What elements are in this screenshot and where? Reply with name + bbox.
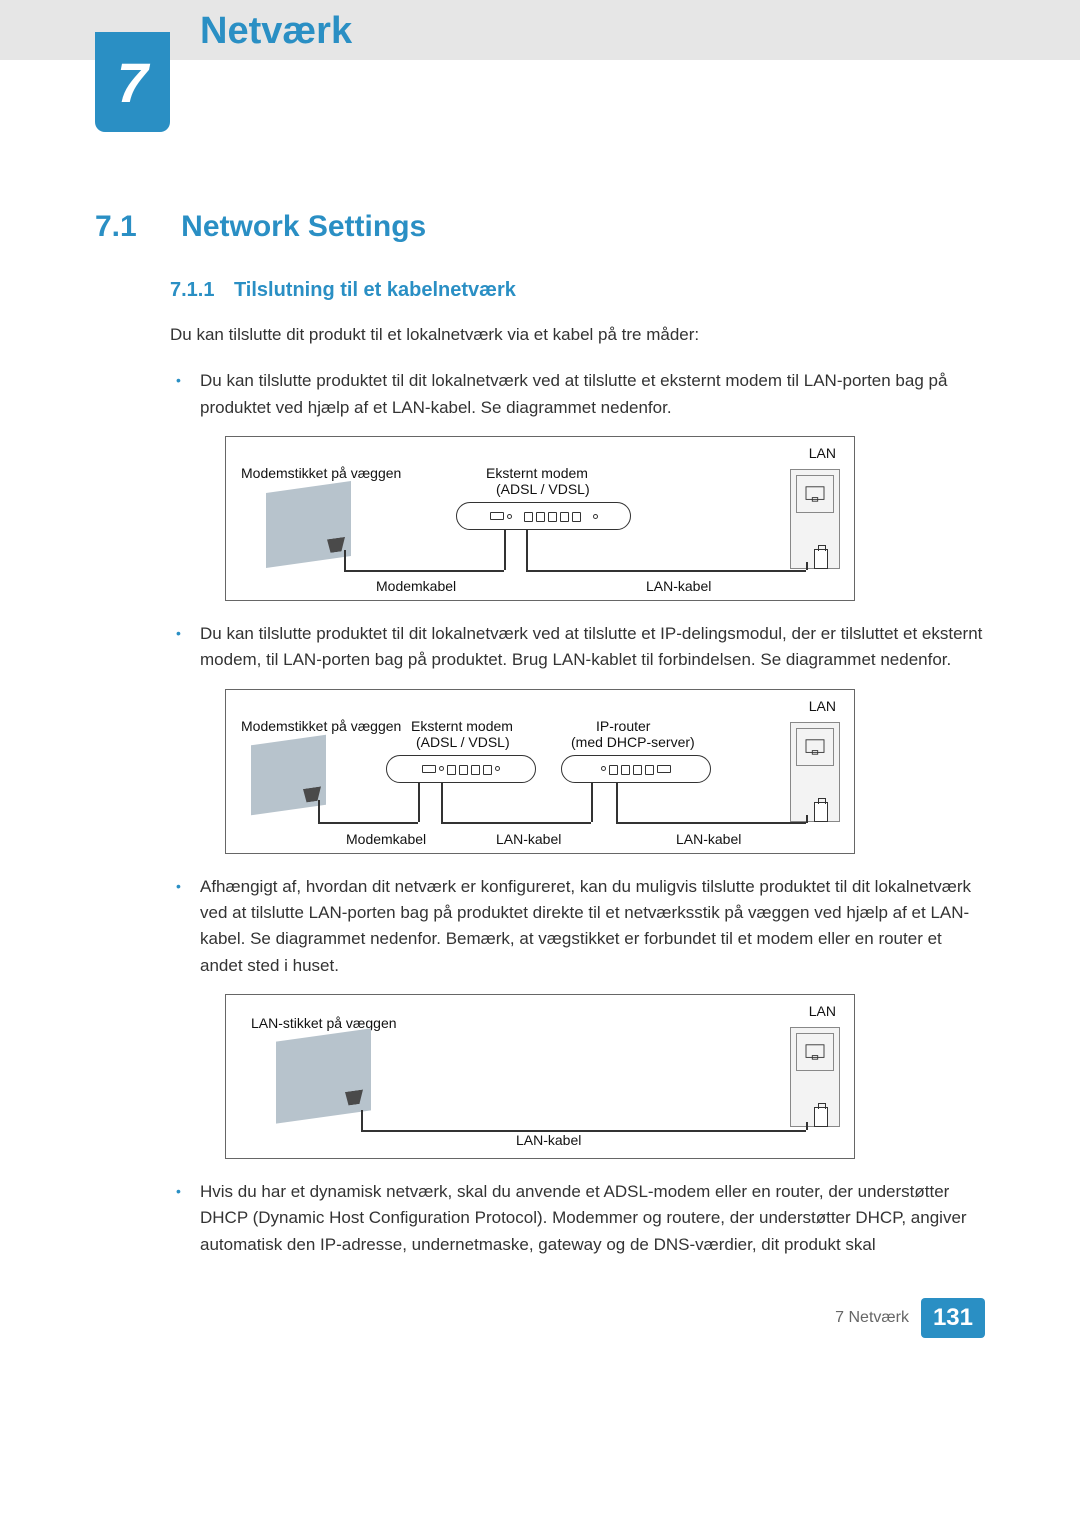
diagram-2-wrap: Modemstikket på væggen Eksternt modem (A… bbox=[95, 689, 985, 854]
d3-lankabel: LAN-kabel bbox=[516, 1132, 581, 1148]
diagram-1: Modemstikket på væggen Eksternt modem (A… bbox=[225, 436, 855, 601]
page-number-badge: 131 bbox=[921, 1298, 985, 1338]
d3-lan-wall: LAN-stikket på væggen bbox=[251, 1015, 397, 1031]
d2-ext-modem: Eksternt modem bbox=[411, 718, 513, 734]
d2-modem-icon bbox=[386, 755, 536, 783]
label-modemkabel: Modemkabel bbox=[376, 578, 456, 594]
chapter-header: 7 Netværk bbox=[0, 2, 1080, 132]
section-number: 7.1 bbox=[95, 210, 137, 244]
d2-lankabel-2: LAN-kabel bbox=[676, 831, 741, 847]
d2-iprouter: IP-router bbox=[596, 718, 650, 734]
d2-wall-plate-icon bbox=[251, 734, 326, 815]
diagram-3-wrap: LAN-stikket på væggen LAN RJ45 LAN-kabel bbox=[95, 994, 985, 1159]
d2-plug-icon bbox=[814, 802, 828, 822]
chapter-title: Netværk bbox=[200, 10, 352, 53]
section-heading: 7.1 Network Settings bbox=[95, 210, 985, 244]
label-adsl: (ADSL / VDSL) bbox=[496, 481, 590, 497]
d2-modemkabel: Modemkabel bbox=[346, 831, 426, 847]
d3-lan: LAN bbox=[809, 1003, 836, 1019]
bullet-1: Du kan tilslutte produktet til dit lokal… bbox=[170, 368, 985, 421]
subsection-heading: 7.1.1 Tilslutning til et kabelnetværk bbox=[95, 279, 985, 302]
d2-lan: LAN bbox=[809, 698, 836, 714]
subsection-number: 7.1.1 bbox=[170, 279, 214, 302]
d3-wall-plate-icon bbox=[276, 1028, 371, 1123]
chapter-number: 7 bbox=[117, 50, 148, 115]
wall-plate-icon bbox=[266, 481, 351, 568]
subsection-title: Tilslutning til et kabelnetværk bbox=[234, 279, 516, 302]
page-footer: 7 Netværk 131 bbox=[0, 1298, 1080, 1363]
d2-lankabel-1: LAN-kabel bbox=[496, 831, 561, 847]
diagram-3: LAN-stikket på væggen LAN RJ45 LAN-kabel bbox=[225, 994, 855, 1159]
label-lan: LAN bbox=[809, 445, 836, 461]
label-modem-wall: Modemstikket på væggen bbox=[241, 465, 401, 481]
modem-icon bbox=[456, 502, 631, 530]
section-title: Network Settings bbox=[181, 210, 426, 244]
label-lankabel: LAN-kabel bbox=[646, 578, 711, 594]
intro-text: Du kan tilslutte dit produkt til et loka… bbox=[95, 322, 985, 348]
d3-plug-icon bbox=[814, 1107, 828, 1127]
d2-modem-wall: Modemstikket på væggen bbox=[241, 718, 401, 734]
chapter-badge: 7 bbox=[95, 32, 170, 132]
plug-icon bbox=[814, 549, 828, 569]
bullet-3: Afhængigt af, hvordan dit netværk er kon… bbox=[170, 874, 985, 979]
d2-router-icon bbox=[561, 755, 711, 783]
footer-text: 7 Netværk bbox=[835, 1309, 909, 1327]
d2-adsl: (ADSL / VDSL) bbox=[416, 734, 510, 750]
diagram-1-wrap: Modemstikket på væggen Eksternt modem (A… bbox=[95, 436, 985, 601]
bullet-4: Hvis du har et dynamisk netværk, skal du… bbox=[170, 1179, 985, 1258]
d2-dhcp: (med DHCP-server) bbox=[571, 734, 695, 750]
diagram-2: Modemstikket på væggen Eksternt modem (A… bbox=[225, 689, 855, 854]
label-ext-modem: Eksternt modem bbox=[486, 465, 588, 481]
bullet-2: Du kan tilslutte produktet til dit lokal… bbox=[170, 621, 985, 674]
